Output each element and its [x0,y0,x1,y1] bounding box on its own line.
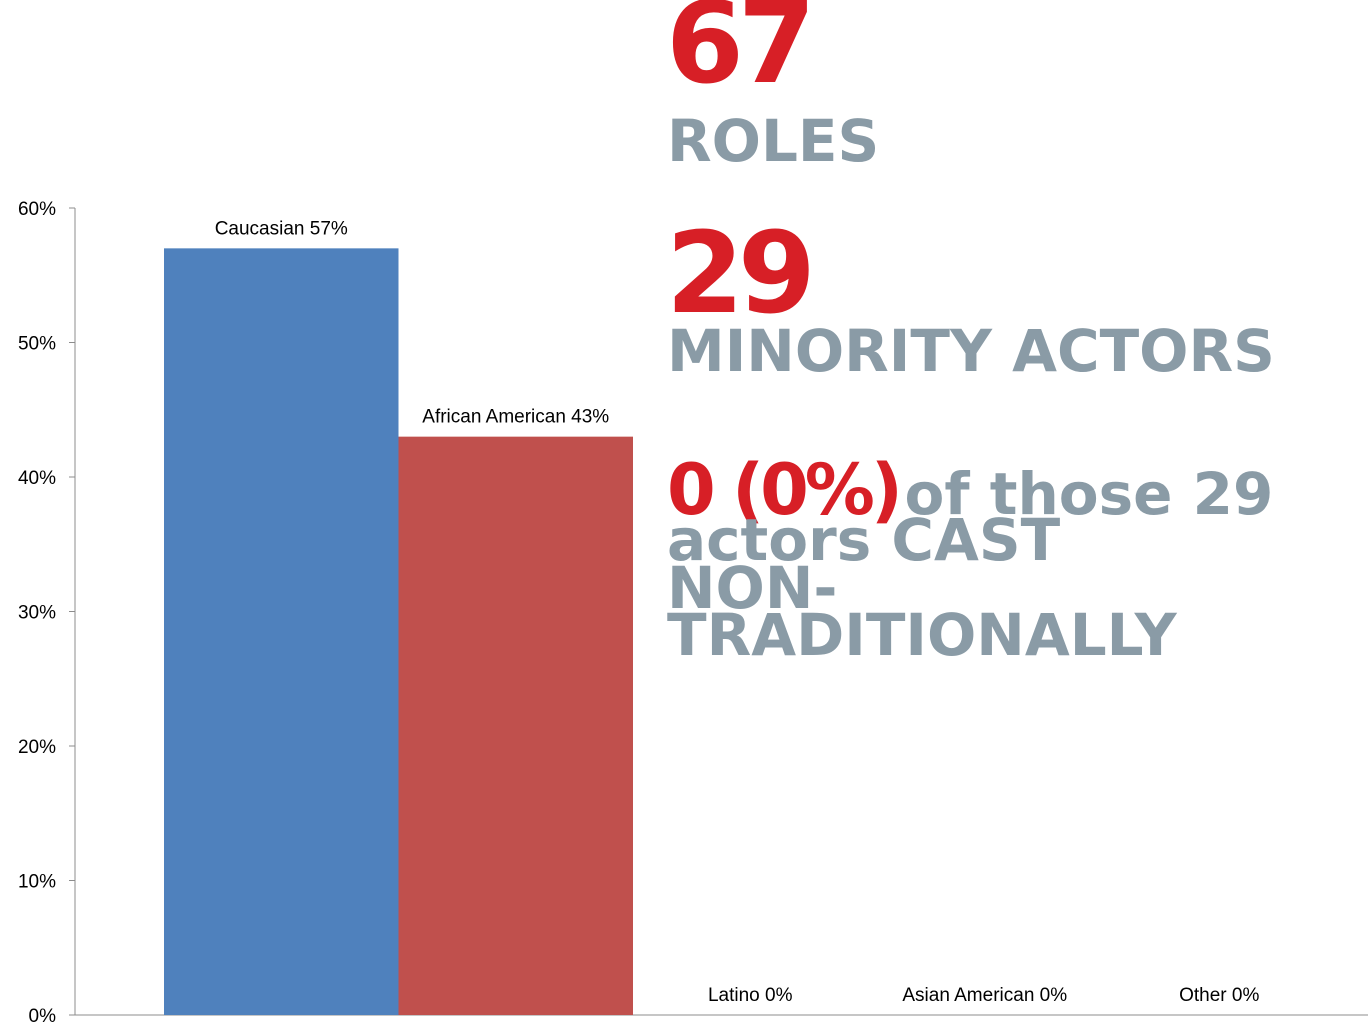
y-tick-label: 10% [18,872,56,893]
roles-count: 67 [666,0,816,109]
nontraditional-count: 0 (0%) [667,449,903,531]
nontraditional-text-line1: of those 29 [904,460,1274,528]
y-tick-label: 50% [18,334,56,355]
nontraditional-casting-callout: 0 (0%) of those 29 actors CAST NON-TRADI… [667,455,1367,664]
data-label-caucasian: Caucasian 57% [215,218,348,239]
y-axis-ticks: 0% 10% 20% 30% 40% 50% 60% [18,199,75,1022]
bars [164,248,633,1016]
y-tick-label: 20% [18,737,56,758]
nontraditional-text-rest: actors CAST NON-TRADITIONALLY [667,506,1177,670]
minority-actors-label: MINORITY ACTORS [667,317,1275,385]
bar-african-american [398,436,633,1015]
data-label-african-american: African American 43% [422,407,609,428]
y-tick-label: 30% [18,603,56,624]
data-labels: Caucasian 57% African American 43% Latino … [215,218,1260,1006]
data-label-latino: Latino 0% [708,985,793,1006]
roles-label: ROLES [667,107,880,175]
y-tick-label: 40% [18,468,56,489]
data-label-asian-american: Asian American 0% [902,985,1067,1006]
minority-actors-count: 29 [666,209,816,339]
y-tick-label: 0% [29,1006,57,1022]
data-label-other: Other 0% [1179,985,1259,1006]
bar-caucasian [164,248,399,1016]
y-tick-label: 60% [18,199,56,220]
